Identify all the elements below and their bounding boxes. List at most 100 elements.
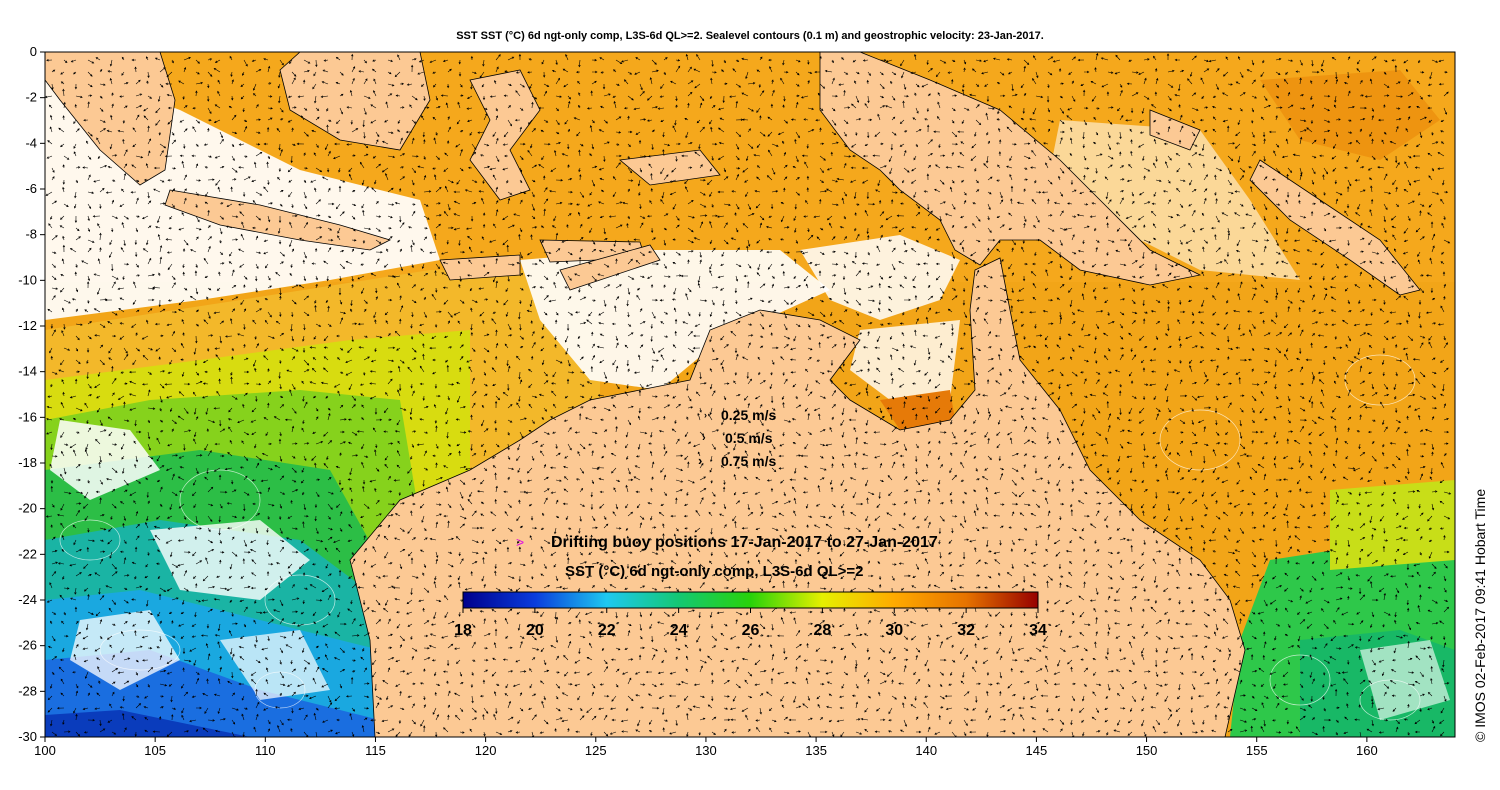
velocity-arrow xyxy=(1369,260,1373,265)
velocity-arrow xyxy=(854,251,858,259)
velocity-arrow xyxy=(615,224,623,229)
velocity-arrow xyxy=(62,186,65,193)
velocity-arrow xyxy=(1059,137,1063,145)
velocity-arrow xyxy=(506,244,509,253)
velocity-arrow xyxy=(74,215,78,223)
velocity-arrow xyxy=(1251,203,1256,210)
velocity-arrow xyxy=(409,104,413,109)
velocity-arrow xyxy=(543,90,547,97)
velocity-arrow xyxy=(336,119,341,125)
velocity-arrow xyxy=(567,100,571,109)
velocity-arrow xyxy=(1275,83,1280,88)
velocity-arrow xyxy=(507,263,515,266)
velocity-arrow xyxy=(999,224,1005,229)
velocity-arrow xyxy=(1395,117,1402,121)
velocity-arrow xyxy=(1320,263,1325,268)
velocity-arrow xyxy=(621,59,629,63)
velocity-arrow xyxy=(370,273,377,277)
velocity-arrow xyxy=(855,95,860,103)
velocity-arrow xyxy=(411,191,415,197)
velocity-arrow xyxy=(471,151,477,157)
velocity-arrow xyxy=(1059,227,1067,231)
velocity-arrow xyxy=(806,175,810,181)
velocity-arrow xyxy=(867,71,871,76)
velocity-arrow xyxy=(519,251,523,259)
velocity-arrow xyxy=(777,131,785,135)
velocity-arrow xyxy=(1429,257,1433,265)
velocity-arrow xyxy=(1199,118,1205,122)
velocity-arrow xyxy=(1023,262,1028,266)
velocity-arrow xyxy=(1150,251,1157,254)
velocity-arrow xyxy=(589,125,593,133)
velocity-arrow xyxy=(1011,247,1014,253)
velocity-arrow xyxy=(891,131,897,136)
velocity-arrow xyxy=(362,119,365,128)
velocity-arrow xyxy=(51,167,55,173)
velocity-arrow xyxy=(111,263,114,272)
velocity-arrow xyxy=(1059,210,1064,217)
velocity-arrow xyxy=(562,68,569,73)
velocity-arrow xyxy=(122,138,125,145)
velocity-arrow xyxy=(927,210,933,217)
velocity-arrow xyxy=(219,202,224,205)
velocity-arrow xyxy=(826,167,833,171)
velocity-arrow xyxy=(1067,202,1073,205)
velocity-arrow xyxy=(759,215,765,221)
velocity-arrow xyxy=(1167,155,1172,161)
velocity-arrow xyxy=(1335,263,1339,269)
velocity-arrow xyxy=(278,71,281,78)
velocity-arrow xyxy=(219,165,225,169)
velocity-arrow xyxy=(1383,227,1387,234)
velocity-arrow xyxy=(107,70,113,73)
velocity-arrow xyxy=(60,81,65,85)
velocity-arrow xyxy=(1167,199,1171,205)
velocity-arrow xyxy=(807,262,813,265)
velocity-arrow xyxy=(754,190,761,193)
land-java xyxy=(164,189,392,251)
velocity-arrow xyxy=(627,258,633,265)
velocity-arrow xyxy=(111,275,119,280)
velocity-arrow xyxy=(418,59,425,63)
velocity-arrow xyxy=(159,202,166,205)
velocity-arrow xyxy=(831,203,839,206)
velocity-arrow xyxy=(288,191,293,198)
velocity-arrow xyxy=(1371,251,1380,255)
velocity-arrow xyxy=(465,227,473,230)
velocity-arrow xyxy=(801,154,809,158)
velocity-arrow xyxy=(1083,70,1090,74)
velocity-arrow xyxy=(780,215,785,223)
velocity-arrow xyxy=(735,167,741,170)
velocity-arrow xyxy=(164,155,173,158)
velocity-arrow xyxy=(1369,131,1373,137)
velocity-arrow xyxy=(1443,70,1448,74)
velocity-arrow xyxy=(471,143,477,150)
velocity-arrow xyxy=(107,166,113,169)
velocity-arrow xyxy=(1441,251,1445,255)
velocity-arrow xyxy=(267,155,271,160)
velocity-arrow xyxy=(998,151,1002,157)
velocity-arrow xyxy=(314,247,318,253)
velocity-arrow xyxy=(1179,69,1185,73)
velocity-arrow xyxy=(423,203,429,207)
velocity-arrow xyxy=(213,119,221,124)
velocity-arrow xyxy=(410,64,414,73)
velocity-arrow xyxy=(627,239,631,246)
velocity-arrow xyxy=(109,239,113,246)
velocity-arrow xyxy=(843,155,852,158)
velocity-arrow xyxy=(1222,92,1229,97)
velocity-arrow xyxy=(504,70,509,73)
velocity-arrow xyxy=(1041,191,1049,194)
velocity-arrow xyxy=(363,59,367,64)
velocity-arrow xyxy=(171,203,175,208)
velocity-arrow xyxy=(1323,79,1328,85)
velocity-arrow xyxy=(207,155,212,158)
velocity-arrow xyxy=(551,69,557,73)
velocity-arrow xyxy=(851,103,857,109)
velocity-arrow xyxy=(1298,199,1301,205)
velocity-arrow xyxy=(1152,223,1157,229)
velocity-arrow xyxy=(457,260,461,265)
velocity-arrow xyxy=(327,238,334,242)
velocity-arrow xyxy=(466,107,473,110)
velocity-arrow xyxy=(351,77,355,85)
velocity-arrow xyxy=(363,227,372,231)
